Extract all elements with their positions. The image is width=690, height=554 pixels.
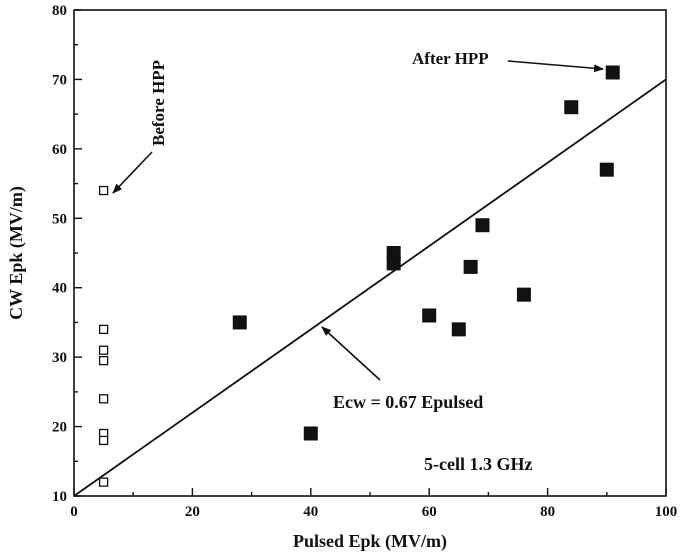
before-hpp-point [98, 324, 109, 335]
after-hpp-point [463, 259, 478, 274]
fit-equation-label: Ecw = 0.67 Epulsed [333, 392, 483, 412]
cavity-label: 5-cell 1.3 GHz [424, 454, 532, 474]
y-axis-ticks: 10 20 30 40 50 60 70 80 [52, 3, 82, 505]
y-tick-label: 40 [52, 281, 67, 297]
after-hpp-point [475, 218, 490, 233]
x-tick-label: 60 [422, 504, 437, 520]
y-tick-label: 60 [52, 142, 67, 158]
after-hpp-point [422, 308, 437, 323]
x-tick-label: 80 [540, 504, 555, 520]
x-tick-label: 40 [303, 504, 318, 520]
after-hpp-point [599, 162, 614, 177]
y-tick-label: 70 [52, 72, 67, 88]
before-hpp-point [98, 355, 109, 366]
after-hpp-point [451, 322, 466, 337]
before-hpp-label: Before HPP [149, 60, 168, 146]
y-tick-label: 50 [52, 211, 67, 227]
y-tick-label: 30 [52, 350, 67, 366]
y-tick-label: 10 [52, 489, 67, 505]
fit-line [73, 78, 667, 497]
x-tick-label: 20 [185, 504, 200, 520]
after-hpp-point [564, 100, 579, 115]
after-hpp-arrow [507, 60, 604, 73]
before-hpp-point [98, 477, 109, 487]
data-points [98, 65, 620, 487]
x-axis-ticks: 0 20 40 60 80 100 [70, 488, 677, 520]
after-hpp-label: After HPP [412, 49, 489, 68]
before-hpp-point [98, 435, 109, 446]
y-tick-label: 20 [52, 420, 67, 436]
before-hpp-point [98, 345, 109, 355]
before-hpp-point [98, 185, 109, 196]
before-hpp-point [98, 394, 109, 404]
after-hpp-point [516, 287, 531, 302]
fit-arrow [321, 326, 381, 381]
after-hpp-point [386, 256, 401, 271]
after-hpp-point [605, 65, 620, 80]
after-hpp-point [303, 426, 318, 441]
y-tick-label: 80 [52, 3, 67, 19]
x-axis-label: Pulsed Epk (MV/m) [293, 531, 447, 552]
x-tick-label: 100 [655, 504, 678, 520]
after-hpp-point [232, 315, 247, 330]
x-tick-label: 0 [70, 504, 78, 520]
y-axis-label: CW Epk (MV/m) [6, 186, 27, 320]
before-hpp-arrow [112, 151, 153, 194]
